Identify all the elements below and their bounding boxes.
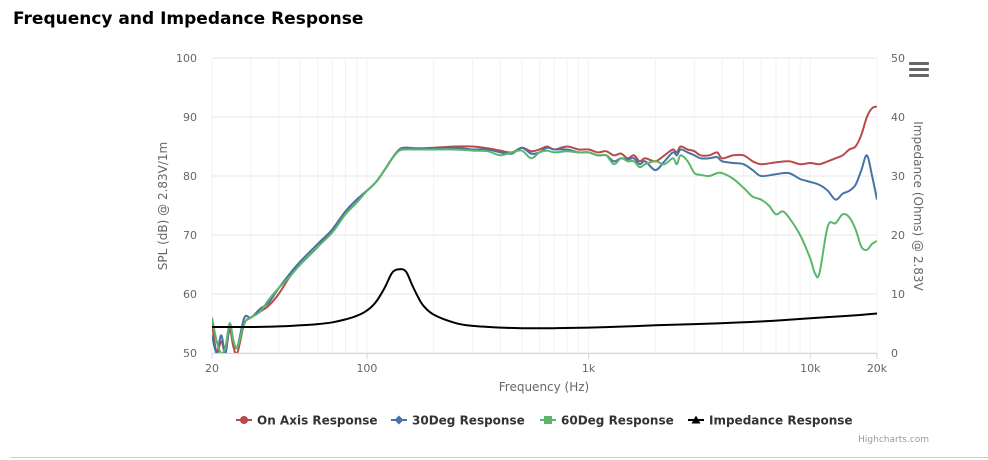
legend-label: 30Deg Response (412, 414, 525, 428)
x-axis-title: Frequency (Hz) (499, 380, 590, 394)
hamburger-menu-icon[interactable] (909, 62, 929, 80)
legend-label: Impedance Response (709, 414, 853, 428)
legend-label: 60Deg Response (561, 414, 674, 428)
x-axis: 20 100 1k 10k 20k (205, 353, 888, 375)
y-axis-right: 0 10 20 30 40 50 (891, 52, 905, 360)
y-tick-label: 90 (183, 111, 197, 124)
series-layer (212, 105, 877, 353)
x-tick-label: 100 (356, 362, 377, 375)
y-axis-left: 50 60 70 80 90 100 (176, 52, 197, 360)
y2-tick-label: 20 (891, 229, 905, 242)
menu-bar (909, 68, 929, 71)
legend-item[interactable]: On Axis Response (236, 414, 378, 428)
y-axis-title: SPL (dB) @ 2.83V/1m (156, 142, 170, 271)
y-tick-label: 60 (183, 288, 197, 301)
square-marker-icon (544, 416, 552, 424)
divider (10, 457, 988, 458)
legend-label: On Axis Response (257, 414, 378, 428)
y2-axis-title: Impedance (Ohms) @ 2.83V (911, 121, 925, 291)
x-tick-label: 20k (867, 362, 888, 375)
y-tick-label: 50 (183, 347, 197, 360)
x-tick-label: 20 (205, 362, 219, 375)
series-line-0 (212, 105, 877, 353)
y-tick-label: 70 (183, 229, 197, 242)
triangle-marker-icon (691, 415, 701, 424)
y2-tick-label: 30 (891, 170, 905, 183)
legend: On Axis Response 30Deg Response 60Deg Resp… (236, 414, 853, 428)
y2-tick-label: 0 (891, 347, 898, 360)
y-tick-label: 80 (183, 170, 197, 183)
series-line-1 (212, 146, 877, 353)
diamond-marker-icon (394, 415, 404, 425)
y2-tick-label: 40 (891, 111, 905, 124)
y-tick-label: 100 (176, 52, 197, 65)
menu-bar (909, 74, 929, 77)
circle-marker-icon (240, 416, 248, 424)
x-tick-label: 10k (800, 362, 821, 375)
y2-tick-label: 10 (891, 288, 905, 301)
page-title: Frequency and Impedance Response (13, 9, 364, 29)
menu-bar (909, 62, 929, 65)
grid (211, 57, 878, 354)
x-tick-label: 1k (582, 362, 596, 375)
legend-item[interactable]: 30Deg Response (391, 414, 525, 428)
credits-text[interactable]: Highcharts.com (858, 435, 929, 445)
legend-item[interactable]: 60Deg Response (540, 414, 674, 428)
series-line-3 (212, 268, 877, 330)
series-line-2 (212, 148, 877, 353)
y2-tick-label: 50 (891, 52, 905, 65)
legend-item[interactable]: Impedance Response (688, 414, 853, 428)
